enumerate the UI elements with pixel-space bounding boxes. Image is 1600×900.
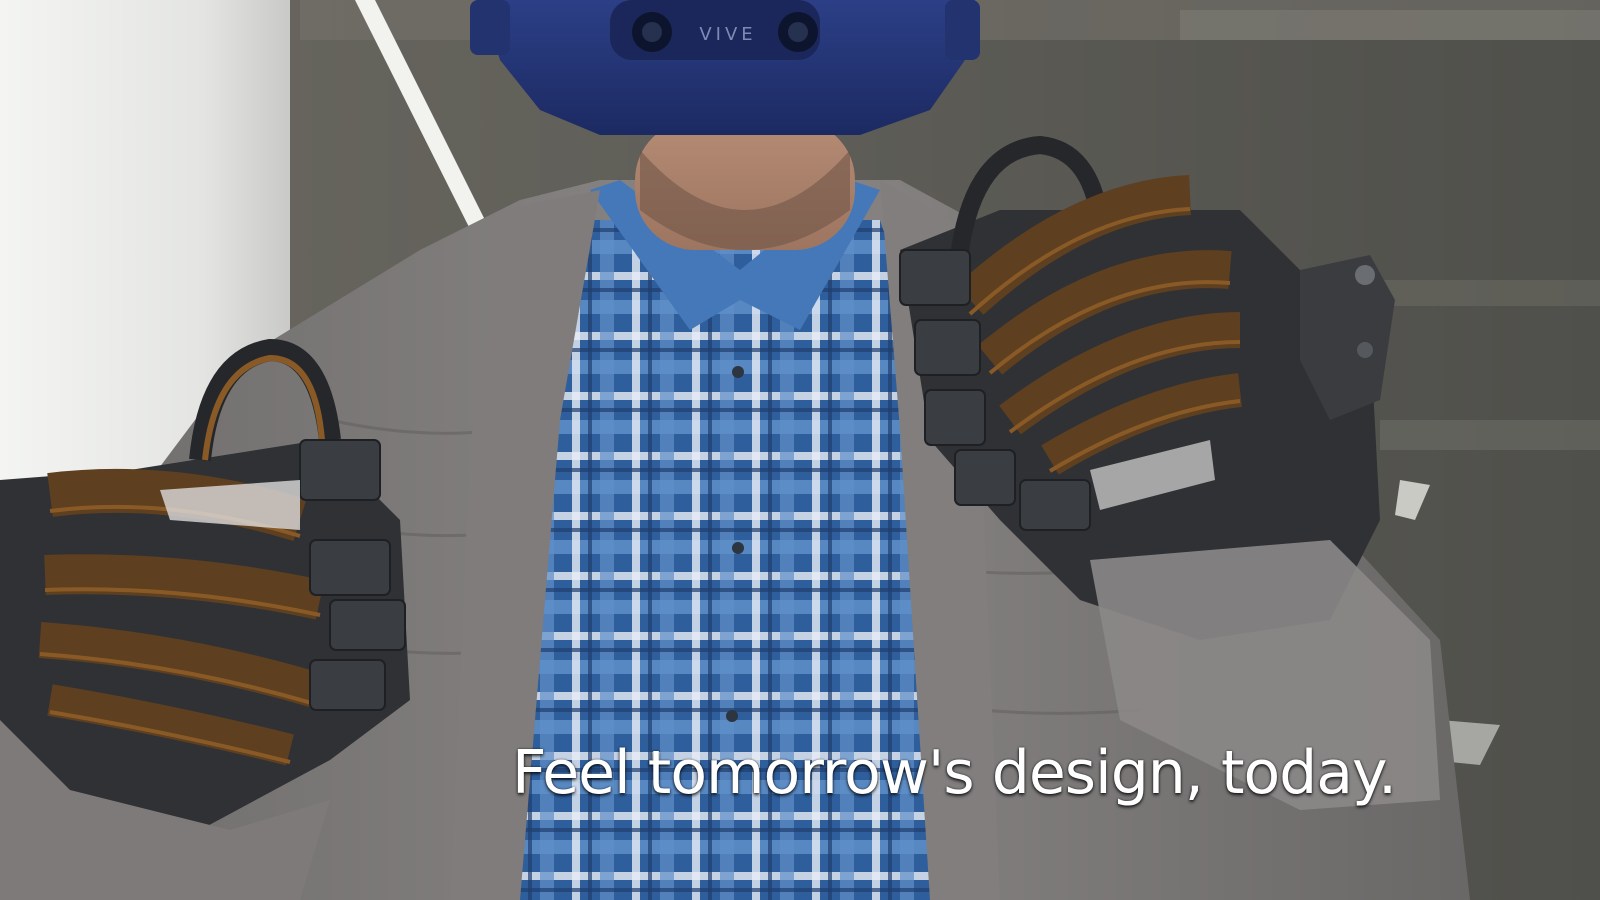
video-subtitle: Feel tomorrow's design, today.: [512, 738, 1397, 808]
headset-brand: VIVE: [699, 24, 756, 45]
left-haptic-glove: [0, 338, 410, 830]
right-haptic-glove: [899, 135, 1395, 640]
